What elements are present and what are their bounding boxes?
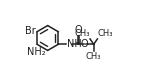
Text: CH₃: CH₃ xyxy=(98,29,113,38)
Text: CH₃: CH₃ xyxy=(74,29,90,38)
Text: O: O xyxy=(75,25,82,35)
Text: NH: NH xyxy=(67,39,82,49)
Text: NH₂: NH₂ xyxy=(27,47,46,57)
Text: O: O xyxy=(81,39,89,49)
Text: Br: Br xyxy=(25,26,36,36)
Text: CH₃: CH₃ xyxy=(86,52,102,61)
